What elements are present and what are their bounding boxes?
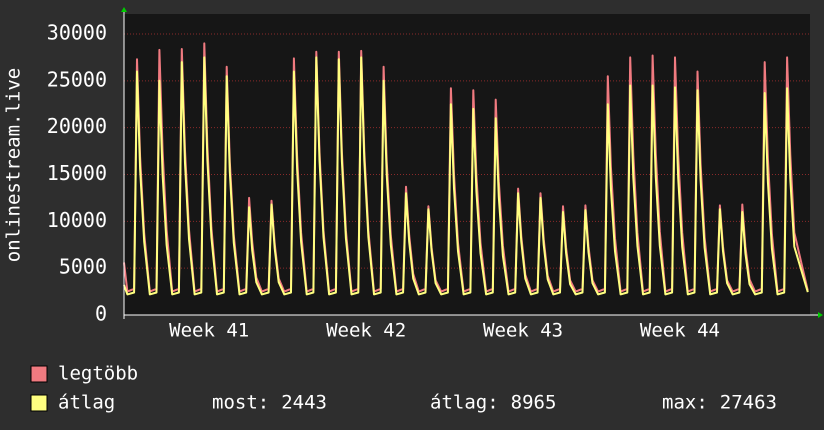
stat-label: max: — [662, 392, 708, 414]
stat-value: 27463 — [720, 392, 777, 414]
y-axis-arrow — [121, 7, 127, 12]
legend-label: legtöbb — [58, 363, 138, 385]
stat-label: most: — [212, 392, 269, 414]
legend-swatch — [30, 365, 48, 383]
y-tick-label: 0 — [95, 302, 107, 326]
y-tick-label: 20000 — [47, 114, 107, 138]
x-tick-label: Week 44 — [640, 320, 720, 342]
x-tick-label: Week 43 — [483, 320, 563, 342]
stat-value: 2443 — [281, 392, 327, 414]
y-tick-label: 5000 — [59, 255, 107, 279]
y-tick-label: 15000 — [47, 161, 107, 185]
stat-value: 8965 — [511, 392, 557, 414]
x-axis-arrow — [818, 312, 823, 318]
x-tick-label: Week 42 — [326, 320, 406, 342]
legend-label: átlag — [58, 392, 115, 414]
y-tick-label: 10000 — [47, 208, 107, 232]
stat-label: átlag: — [430, 392, 499, 414]
y-tick-label: 25000 — [47, 67, 107, 91]
y-tick-label: 30000 — [47, 21, 107, 45]
y-axis-label: onlinestream.live — [3, 68, 25, 262]
x-tick-label: Week 41 — [169, 320, 249, 342]
legend-swatch — [30, 394, 48, 412]
series-line — [123, 56, 809, 296]
